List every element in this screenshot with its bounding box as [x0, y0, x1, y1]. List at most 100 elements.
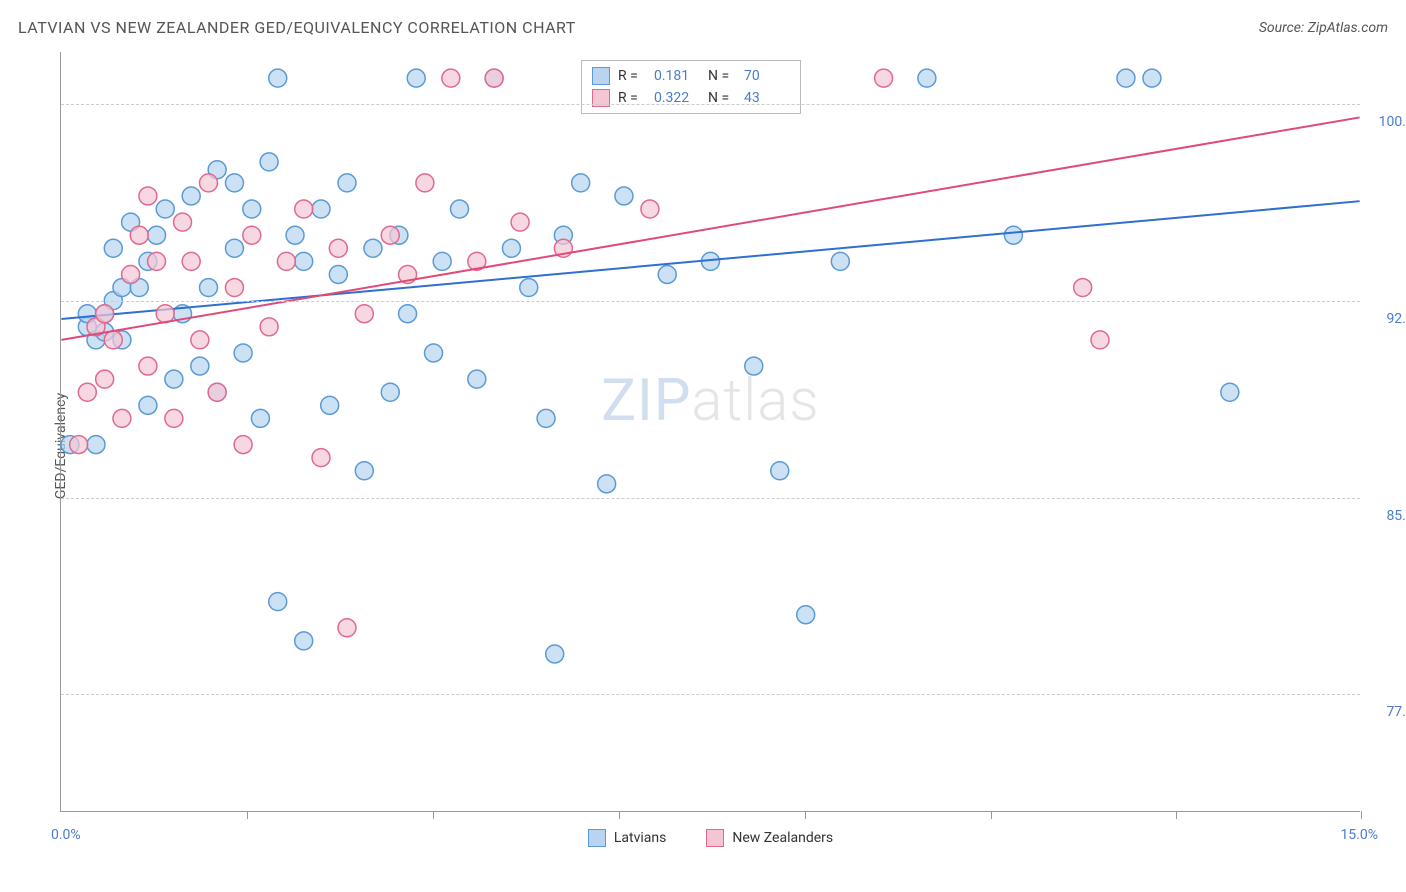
scatter-point — [381, 226, 399, 244]
gridline — [61, 104, 1360, 105]
scatter-point — [537, 409, 555, 427]
x-tick — [619, 811, 620, 819]
scatter-point — [442, 69, 460, 87]
chart-title: LATVIAN VS NEW ZEALANDER GED/EQUIVALENCY… — [18, 18, 576, 37]
scatter-point — [338, 174, 356, 192]
scatter-svg — [61, 52, 1360, 811]
scatter-point — [399, 305, 417, 323]
scatter-point — [182, 252, 200, 270]
legend-item-latvians: Latvians — [588, 829, 667, 847]
scatter-point — [243, 200, 261, 218]
scatter-point — [641, 200, 659, 218]
scatter-point — [295, 252, 313, 270]
scatter-point — [295, 200, 313, 218]
scatter-point — [875, 69, 893, 87]
n-value-0: 70 — [744, 68, 790, 84]
scatter-point — [165, 409, 183, 427]
gridline — [61, 301, 1360, 302]
scatter-point — [174, 213, 192, 231]
scatter-point — [831, 252, 849, 270]
scatter-point — [355, 305, 373, 323]
scatter-point — [200, 174, 218, 192]
scatter-point — [78, 383, 96, 401]
scatter-point — [485, 69, 503, 87]
scatter-point — [381, 383, 399, 401]
x-max-label: 15.0% — [1340, 827, 1378, 843]
scatter-point — [148, 226, 166, 244]
scatter-point — [918, 69, 936, 87]
series-legend: Latvians New Zealanders — [61, 829, 1360, 847]
scatter-point — [745, 357, 763, 375]
scatter-point — [122, 265, 140, 283]
scatter-point — [502, 239, 520, 257]
scatter-point — [269, 593, 287, 611]
scatter-point — [156, 200, 174, 218]
swatch-icon — [588, 829, 606, 847]
scatter-point — [598, 475, 616, 493]
x-min-label: 0.0% — [51, 827, 81, 843]
scatter-point — [1091, 331, 1109, 349]
scatter-point — [269, 69, 287, 87]
scatter-point — [113, 409, 131, 427]
scatter-point — [321, 396, 339, 414]
scatter-point — [1004, 226, 1022, 244]
scatter-point — [139, 187, 157, 205]
r-value-0: 0.181 — [654, 68, 700, 84]
scatter-point — [364, 239, 382, 257]
stats-row-nz: R = 0.322 N = 43 — [592, 87, 790, 109]
scatter-point — [139, 396, 157, 414]
scatter-point — [407, 69, 425, 87]
scatter-point — [338, 619, 356, 637]
scatter-point — [451, 200, 469, 218]
scatter-point — [234, 344, 252, 362]
source-credit: Source: ZipAtlas.com — [1259, 20, 1388, 36]
x-tick — [991, 811, 992, 819]
scatter-point — [191, 357, 209, 375]
gridline — [61, 498, 1360, 499]
legend-item-nz: New Zealanders — [706, 829, 833, 847]
scatter-point — [520, 279, 538, 297]
scatter-point — [243, 226, 261, 244]
scatter-point — [70, 436, 88, 454]
scatter-point — [295, 632, 313, 650]
x-tick — [1176, 811, 1177, 819]
scatter-point — [191, 331, 209, 349]
x-tick — [805, 811, 806, 819]
scatter-point — [1074, 279, 1092, 297]
scatter-point — [225, 279, 243, 297]
scatter-point — [130, 226, 148, 244]
scatter-point — [234, 436, 252, 454]
swatch-icon — [706, 829, 724, 847]
scatter-point — [1143, 69, 1161, 87]
stats-legend: R = 0.181 N = 70 R = 0.322 N = 43 — [581, 60, 801, 114]
swatch-icon — [592, 67, 610, 85]
scatter-point — [1221, 383, 1239, 401]
gridline — [61, 694, 1360, 695]
scatter-point — [200, 279, 218, 297]
scatter-point — [355, 462, 373, 480]
scatter-point — [139, 357, 157, 375]
scatter-point — [797, 606, 815, 624]
x-tick — [1361, 811, 1362, 819]
y-tick-label: 77.5% — [1364, 704, 1406, 720]
scatter-point — [104, 239, 122, 257]
scatter-point — [572, 174, 590, 192]
scatter-point — [615, 187, 633, 205]
scatter-point — [312, 449, 330, 467]
scatter-point — [165, 370, 183, 388]
x-tick — [433, 811, 434, 819]
scatter-point — [277, 252, 295, 270]
scatter-point — [225, 239, 243, 257]
x-tick — [247, 811, 248, 819]
scatter-point — [182, 187, 200, 205]
scatter-point — [96, 370, 114, 388]
scatter-point — [1117, 69, 1135, 87]
scatter-point — [96, 305, 114, 323]
scatter-point — [208, 383, 226, 401]
y-tick-label: 85.0% — [1364, 508, 1406, 524]
scatter-point — [416, 174, 434, 192]
scatter-point — [286, 226, 304, 244]
scatter-point — [260, 153, 278, 171]
scatter-point — [771, 462, 789, 480]
scatter-point — [433, 252, 451, 270]
